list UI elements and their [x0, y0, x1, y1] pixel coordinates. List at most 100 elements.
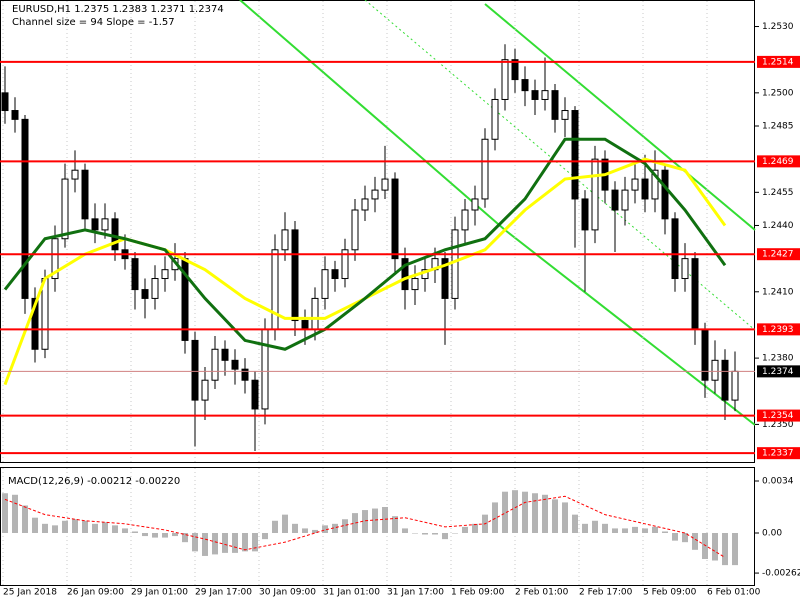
last-price-label: 1.2374	[762, 367, 794, 377]
candle-body	[411, 278, 419, 291]
y-tick-label: -0.00262	[762, 569, 800, 579]
macd-bar	[492, 502, 498, 533]
macd-bar	[602, 523, 608, 533]
candle-body	[281, 229, 289, 251]
candle-body	[621, 189, 629, 211]
last-price-box	[757, 365, 800, 378]
candle-body	[201, 379, 209, 401]
candle-body	[701, 328, 709, 381]
candle-body	[461, 209, 469, 231]
candle-body	[261, 328, 269, 410]
macd-bar	[462, 526, 468, 533]
candle-body	[611, 189, 619, 211]
level-box	[757, 248, 800, 261]
candle-body	[341, 249, 349, 280]
macd-bar	[262, 533, 268, 540]
candle-body	[571, 110, 579, 200]
candle-body	[481, 138, 489, 200]
channel-line	[484, 3, 756, 231]
macd-bar	[102, 522, 108, 533]
candle-body	[141, 289, 149, 299]
macd-bar	[412, 533, 418, 534]
x-tick-label: 2 Feb 17:00	[579, 588, 633, 598]
macd-bar	[32, 517, 38, 533]
candle-body	[71, 169, 79, 180]
macd-bar	[322, 525, 328, 533]
candle-body	[691, 258, 699, 330]
candle-body	[731, 370, 739, 401]
candle-body	[541, 90, 549, 100]
macd-bar	[442, 533, 448, 540]
channel-line	[504, 229, 756, 426]
candle-body	[321, 269, 329, 299]
macd-bar	[522, 491, 528, 533]
x-tick-label: 6 Feb 01:00	[707, 588, 761, 598]
macd-bar	[72, 519, 78, 533]
plot-layer	[1, 1, 739, 585]
candle-body	[501, 59, 509, 100]
macd-bar	[292, 523, 298, 533]
macd-bar	[192, 533, 198, 552]
macd-bar	[642, 528, 648, 533]
candle-body	[371, 189, 379, 200]
macd-title: MACD(12,26,9) -0.00212 -0.00220	[8, 476, 180, 487]
x-tick-label: 29 Jan 01:00	[131, 588, 188, 598]
candle-body	[581, 198, 589, 231]
macd-bar	[592, 520, 598, 533]
level-label: 1.2337	[762, 449, 794, 459]
macd-bar	[692, 533, 698, 550]
macd-bar	[302, 528, 308, 533]
y-tick-label: 0.0034	[762, 477, 794, 487]
macd-bar	[382, 507, 388, 533]
candle-body	[451, 229, 459, 299]
macd-bar	[542, 494, 548, 533]
macd-bar	[622, 528, 628, 533]
macd-bar	[552, 499, 558, 533]
level-label: 1.2427	[762, 250, 794, 260]
macd-bar	[432, 533, 438, 535]
macd-bar	[452, 533, 458, 534]
x-tick-label: 5 Feb 09:00	[643, 588, 697, 598]
level-box	[757, 55, 800, 68]
level-box	[757, 409, 800, 422]
x-tick-label: 26 Jan 09:00	[67, 588, 124, 598]
macd-bar	[582, 523, 588, 533]
macd-bar	[562, 502, 568, 533]
candle-body	[631, 178, 639, 191]
y-tick-label: 1.2410	[762, 287, 794, 297]
candle-body	[81, 169, 89, 220]
macd-bar	[62, 520, 68, 533]
macd-bar	[282, 514, 288, 533]
macd-bar	[712, 533, 718, 561]
candle-body	[491, 98, 499, 140]
y-tick-label: 0.00	[762, 529, 782, 539]
macd-bar	[332, 523, 338, 533]
candle-body	[111, 218, 119, 251]
y-tick-label: 1.2500	[762, 88, 794, 98]
macd-bar	[732, 533, 738, 566]
candle-body	[61, 178, 69, 240]
macd-bar	[372, 508, 378, 533]
candle-body	[561, 110, 569, 120]
candle-body	[31, 297, 39, 350]
macd-bar	[632, 526, 638, 533]
macd-bar	[82, 520, 88, 533]
macd-bar	[612, 528, 618, 533]
macd-bar	[532, 493, 538, 533]
candle-body	[101, 218, 109, 231]
candle-body	[301, 320, 309, 330]
candle-body	[721, 359, 729, 401]
macd-bar	[142, 533, 148, 537]
candle-body	[651, 169, 659, 200]
candle-body	[471, 198, 479, 211]
y-tick-label: 1.2440	[762, 221, 794, 231]
y-tick-label: 1.2530	[762, 22, 794, 32]
macd-bar	[172, 533, 178, 537]
moving-average	[3, 137, 727, 351]
macd-bar	[162, 533, 168, 538]
macd-bar	[122, 528, 128, 533]
candle-body	[531, 90, 539, 100]
candle-body	[711, 359, 719, 381]
candle-body	[51, 238, 59, 280]
candle-body	[271, 249, 279, 330]
